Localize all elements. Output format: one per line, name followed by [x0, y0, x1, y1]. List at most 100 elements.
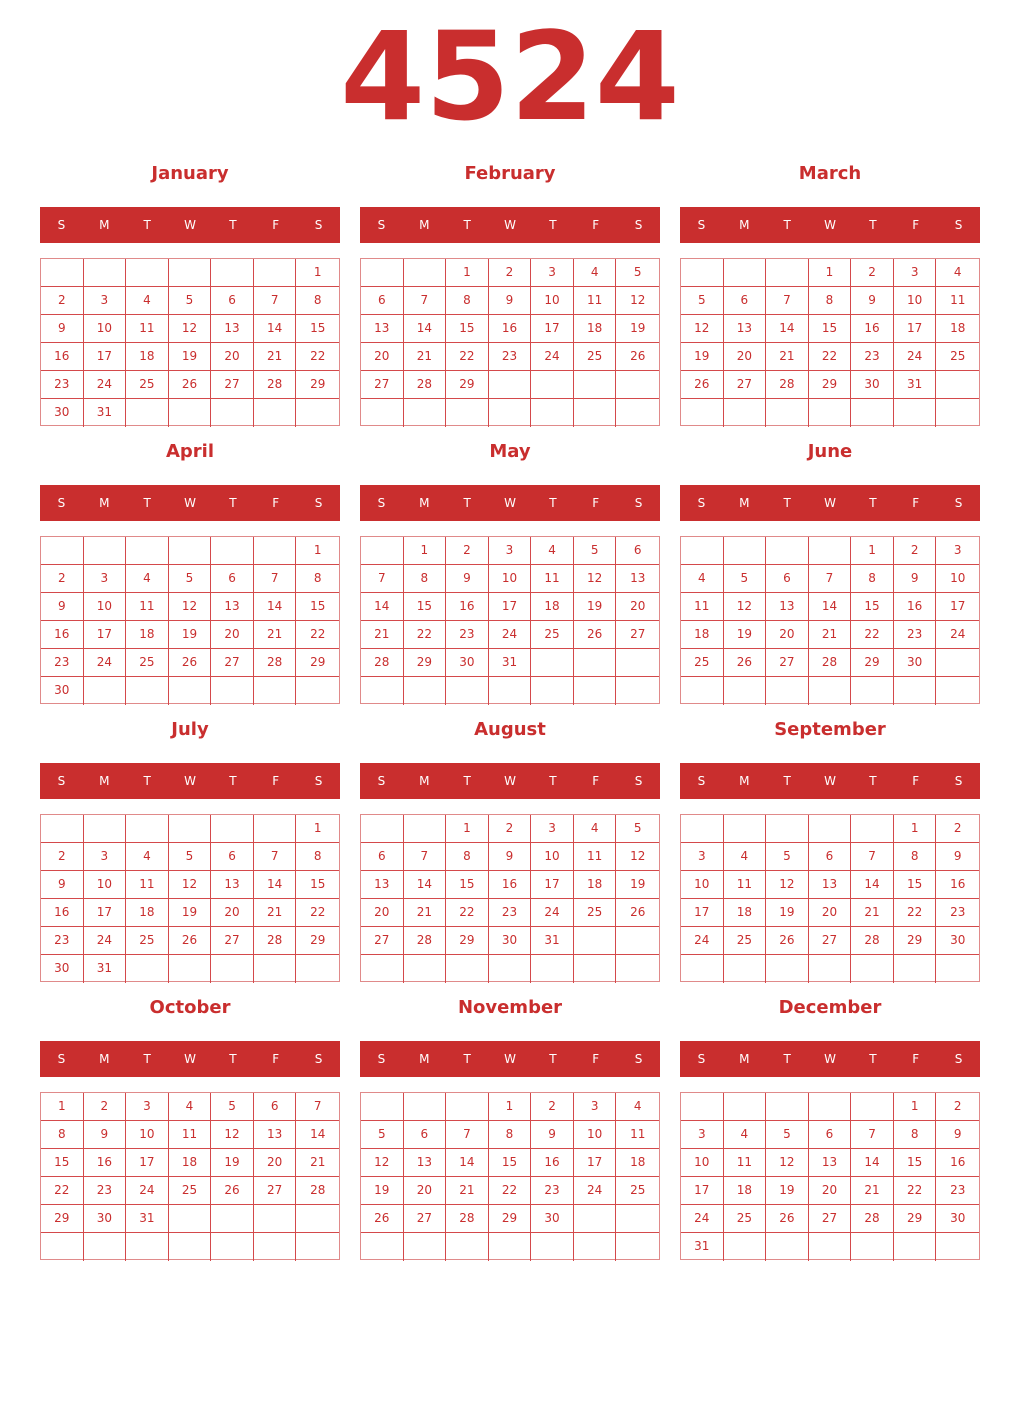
- day-cell: 16: [41, 621, 84, 649]
- day-cell: 8: [296, 287, 339, 315]
- day-cell: 18: [616, 1149, 659, 1177]
- weekday-label: M: [99, 774, 110, 788]
- day-cell: 30: [83, 1205, 127, 1233]
- day-cell: 12: [766, 1149, 809, 1177]
- empty-cell: [681, 399, 724, 427]
- day-cell: 25: [681, 649, 724, 677]
- weekday-label: W: [824, 496, 836, 510]
- empty-cell: [296, 1233, 339, 1261]
- empty-cell: [83, 815, 127, 843]
- day-cell: 15: [296, 315, 339, 343]
- day-cell: 13: [766, 593, 809, 621]
- weekday-label: S: [377, 774, 386, 788]
- day-cell: 28: [403, 371, 447, 399]
- day-grid: 1 2 3 4 5 6 7 8 9 10 11 12 13 14 15 16 17 18 19 20 21 22 23 24 2…: [360, 258, 660, 427]
- day-cell: 15: [403, 593, 447, 621]
- day-cell: 25: [168, 1177, 212, 1205]
- day-cell: 21: [253, 621, 297, 649]
- empty-cell: [894, 1233, 937, 1261]
- day-cell: 1: [41, 1093, 84, 1121]
- day-cell: 26: [616, 343, 659, 371]
- day-cell: 20: [808, 1177, 852, 1205]
- day-grid: 1 2 3 4 5 6 7 8 9 10 11 12 13 14 15 16 17 18 19 20 21 22 23 24 2…: [40, 814, 340, 983]
- day-cell: 29: [403, 649, 447, 677]
- weekday-label: T: [229, 496, 237, 510]
- day-cell: 8: [851, 565, 894, 593]
- empty-cell: [573, 927, 617, 955]
- weekday-label: S: [954, 1052, 963, 1066]
- day-cell: 23: [893, 621, 937, 649]
- day-cell: 27: [211, 649, 254, 677]
- day-cell: 17: [488, 593, 532, 621]
- weekday-label: S: [57, 774, 66, 788]
- weekday-label: T: [549, 1052, 557, 1066]
- day-cell: 29: [296, 649, 339, 677]
- day-cell: 5: [211, 1093, 254, 1121]
- empty-cell: [936, 677, 979, 705]
- day-cell: 25: [126, 649, 169, 677]
- day-cell: 15: [893, 871, 937, 899]
- weekday-label: M: [99, 1052, 110, 1066]
- empty-cell: [361, 677, 404, 705]
- day-grid: 1 2 3 4 5 6 7 8 9 10 11 12 13 14 15 16 17 18 19 20 21 22 23 24 2…: [360, 536, 660, 705]
- weekday-label: W: [504, 496, 516, 510]
- day-cell: 26: [211, 1177, 254, 1205]
- empty-cell: [446, 955, 489, 983]
- day-cell: 28: [296, 1177, 339, 1205]
- day-cell: 6: [361, 843, 404, 871]
- weekday-label: S: [377, 496, 386, 510]
- empty-cell: [404, 677, 447, 705]
- day-cell: 24: [83, 371, 127, 399]
- empty-cell: [851, 1093, 894, 1121]
- weekday-label: M: [739, 496, 750, 510]
- empty-cell: [851, 399, 894, 427]
- day-cell: 28: [766, 371, 809, 399]
- empty-cell: [681, 677, 724, 705]
- day-cell: 20: [211, 343, 254, 371]
- day-cell: 18: [681, 621, 724, 649]
- day-cell: 24: [573, 1177, 617, 1205]
- day-cell: 22: [41, 1177, 84, 1205]
- day-cell: 30: [893, 649, 937, 677]
- day-cell: 12: [573, 565, 617, 593]
- empty-cell: [361, 259, 404, 287]
- weekday-label: W: [184, 774, 196, 788]
- day-cell: 26: [168, 927, 212, 955]
- day-cell: 29: [296, 927, 339, 955]
- day-cell: 8: [488, 1121, 532, 1149]
- day-cell: 7: [851, 1121, 894, 1149]
- day-cell: 11: [936, 287, 979, 315]
- empty-cell: [809, 677, 852, 705]
- day-cell: 25: [126, 927, 169, 955]
- month-title: January: [151, 163, 229, 184]
- weekday-label: W: [824, 1052, 836, 1066]
- day-cell: 6: [211, 287, 254, 315]
- day-cell: 25: [126, 371, 169, 399]
- weekday-label: S: [634, 496, 643, 510]
- weekday-label: T: [549, 774, 557, 788]
- month-title: June: [807, 441, 853, 462]
- empty-cell: [616, 927, 659, 955]
- day-grid: 1 2 3 4 5 6 7 8 9 10 11 12 13 14 15 16 17 18 19 20 21 22 23 24 2…: [360, 814, 660, 983]
- empty-cell: [254, 399, 297, 427]
- day-cell: 5: [573, 537, 617, 565]
- empty-cell: [851, 815, 894, 843]
- day-cell: 7: [253, 565, 297, 593]
- day-cell: 14: [253, 871, 297, 899]
- day-cell: 9: [936, 843, 979, 871]
- empty-cell: [573, 1205, 617, 1233]
- day-cell: 28: [808, 649, 852, 677]
- day-cell: 17: [83, 621, 127, 649]
- day-cell: 25: [936, 343, 979, 371]
- day-cell: 14: [253, 315, 297, 343]
- day-cell: 12: [723, 593, 767, 621]
- day-cell: 1: [446, 815, 489, 843]
- empty-cell: [766, 399, 809, 427]
- weekday-label: S: [377, 218, 386, 232]
- month-title: April: [165, 441, 215, 462]
- empty-cell: [766, 677, 809, 705]
- day-cell: 17: [893, 315, 937, 343]
